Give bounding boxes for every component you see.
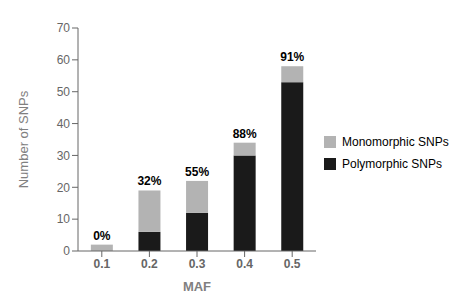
svg-text:0: 0: [63, 244, 70, 258]
svg-text:Number of SNPs: Number of SNPs: [16, 90, 31, 188]
svg-text:0.3: 0.3: [189, 257, 206, 271]
svg-text:MAF: MAF: [183, 279, 211, 294]
svg-text:88%: 88%: [233, 127, 257, 141]
svg-text:20: 20: [57, 181, 71, 195]
svg-text:0%: 0%: [93, 229, 111, 243]
svg-text:0.4: 0.4: [236, 257, 253, 271]
svg-text:55%: 55%: [185, 165, 209, 179]
html-text:Monomorphic SNPs: Monomorphic SNPs: [342, 135, 449, 149]
svg-text:40: 40: [57, 117, 71, 131]
html-text:Polymorphic SNPs: Polymorphic SNPs: [342, 157, 442, 171]
svg-text:50: 50: [57, 85, 71, 99]
svg-text:30: 30: [57, 149, 71, 163]
svg-text:0.5: 0.5: [284, 257, 301, 271]
svg-text:32%: 32%: [137, 174, 161, 188]
svg-text:70: 70: [57, 21, 71, 35]
svg-text:0.1: 0.1: [93, 257, 110, 271]
svg-text:10: 10: [57, 212, 71, 226]
svg-text:0.2: 0.2: [141, 257, 158, 271]
svg-text:60: 60: [57, 53, 71, 67]
svg-text:91%: 91%: [280, 50, 304, 64]
